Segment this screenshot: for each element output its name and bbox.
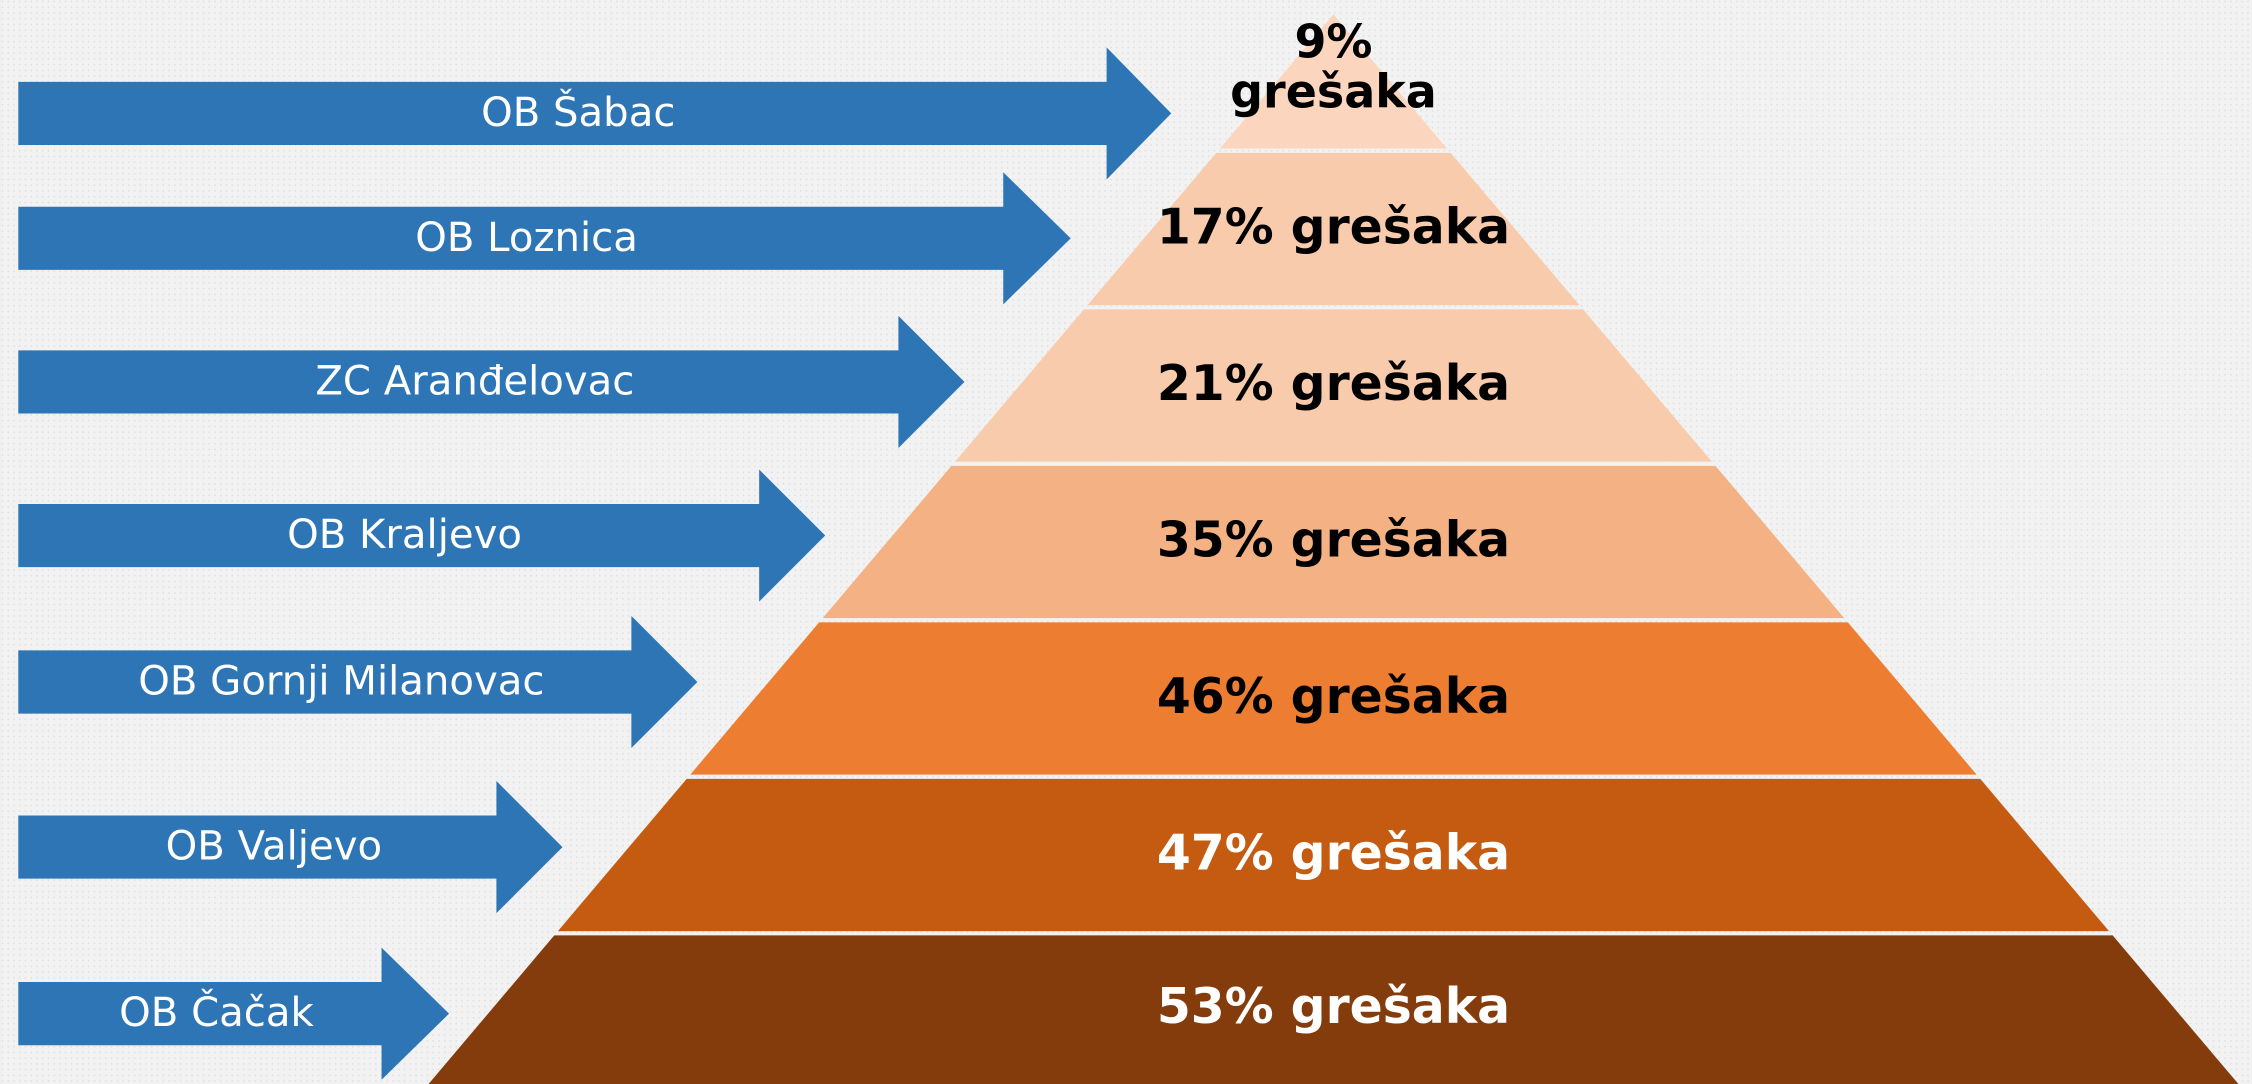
pyramid-level — [1219, 14, 1448, 149]
arrow — [18, 781, 563, 914]
arrow — [18, 315, 965, 448]
level-label: 21% grešaka — [1157, 355, 1510, 412]
arrow — [18, 47, 1172, 180]
pyramid-level — [1087, 152, 1580, 306]
hospital-label: ZC Aranđelovac — [315, 358, 634, 404]
hospital-label: OB Čačak — [119, 988, 314, 1036]
arrow — [18, 615, 698, 749]
level-label: 17% grešaka — [1157, 198, 1510, 255]
pyramid-level — [428, 935, 2239, 1084]
arrow — [18, 947, 450, 1080]
arrow — [18, 172, 1071, 305]
level-label: 9% grešaka — [1230, 17, 1437, 120]
hospital-label: OB Kraljevo — [287, 512, 522, 558]
level-label-box: 9% grešaka — [1230, 17, 1437, 120]
pyramid-level — [822, 465, 1845, 619]
hospital-label: OB Loznica — [415, 215, 638, 261]
pyramid-level — [955, 309, 1712, 462]
hospital-label: OB Gornji Milanovac — [138, 658, 544, 704]
hospital-label: OB Valjevo — [166, 824, 382, 870]
level-label: 53% grešaka — [1157, 978, 1510, 1035]
level-label: 47% grešaka — [1157, 824, 1510, 881]
level-label: 35% grešaka — [1157, 511, 1510, 568]
arrow — [18, 469, 826, 602]
pyramid-level — [557, 778, 2110, 932]
hospital-label: OB Šabac — [481, 88, 675, 136]
level-label: 46% grešaka — [1157, 668, 1510, 725]
pyramid-level — [690, 622, 1977, 775]
